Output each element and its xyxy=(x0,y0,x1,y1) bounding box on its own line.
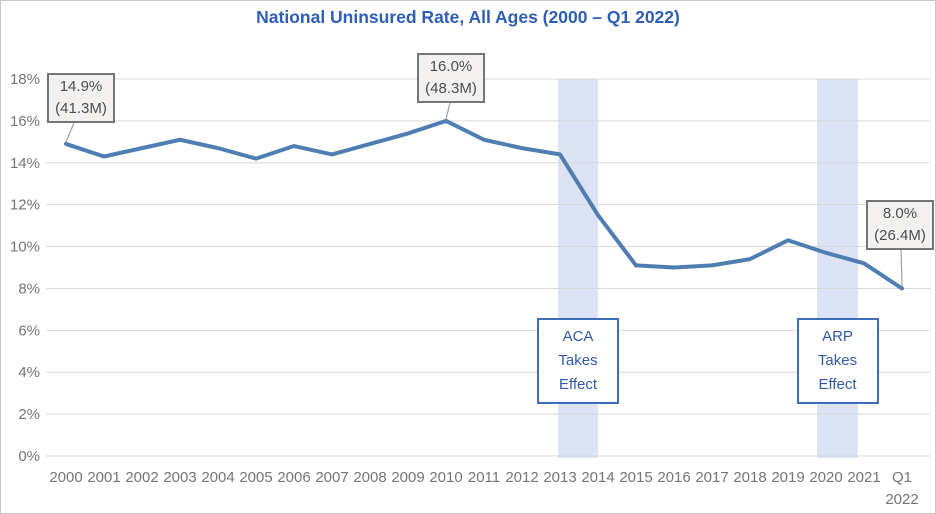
y-tick-label: 8% xyxy=(18,280,40,297)
y-tick-label: 12% xyxy=(10,197,40,214)
x-tick-label: 2000 xyxy=(49,469,82,486)
x-tick-label: 2009 xyxy=(391,469,424,486)
annotation-2000-count: (41.3M) xyxy=(55,100,107,117)
y-tick-label: 4% xyxy=(18,364,40,381)
x-tick-label: 2017 xyxy=(695,469,728,486)
event-box-aca-line3: Effect xyxy=(558,376,598,393)
x-tick-label: 2002 xyxy=(125,469,158,486)
x-tick-label: 2004 xyxy=(201,469,234,486)
event-box-arp-line3: Effect xyxy=(818,376,857,393)
y-tick-label: 16% xyxy=(10,113,40,130)
x-tick-label: 2011 xyxy=(468,469,500,486)
x-tick-label: 2006 xyxy=(277,469,310,486)
series-line xyxy=(64,118,904,291)
x-tick-label: 2018 xyxy=(733,469,766,486)
x-tick-label: 2020 xyxy=(809,469,842,486)
y-tick-label: 14% xyxy=(10,155,40,172)
event-box-arp-line1: ARP xyxy=(822,328,853,345)
annotation-2010: 16.0% (48.3M) xyxy=(417,53,485,103)
x-tick-label: 2005 xyxy=(239,469,272,486)
x-tick-label: Q1 2022 xyxy=(885,469,918,508)
y-tick-label: 18% xyxy=(10,71,40,88)
annotation-2010-count: (48.3M) xyxy=(425,80,477,97)
annotation-q1-2022-count: (26.4M) xyxy=(874,227,926,244)
y-tick-label: 0% xyxy=(18,448,40,465)
x-tick-label: 2001 xyxy=(87,469,120,486)
chart-title: National Uninsured Rate, All Ages (2000 … xyxy=(256,7,680,27)
leader-line xyxy=(900,247,903,287)
annotation-q1-2022: 8.0% (26.4M) xyxy=(866,200,934,250)
event-box-aca-line2: Takes xyxy=(558,352,598,369)
event-box-aca-line1: ACA xyxy=(562,328,594,345)
x-tick-label: 2016 xyxy=(657,469,690,486)
x-tick-label: 2015 xyxy=(619,469,652,486)
x-tick-label: 2007 xyxy=(315,469,348,486)
y-tick-label: 6% xyxy=(18,322,40,339)
x-tick-label: 2019 xyxy=(771,469,804,486)
event-box-arp-line2: Takes xyxy=(817,352,858,369)
y-tick-label: 2% xyxy=(18,406,40,423)
x-tick-label: 2003 xyxy=(163,469,196,486)
annotation-2010-rate: 16.0% xyxy=(429,58,473,75)
y-tick-label: 10% xyxy=(10,239,40,256)
x-tick-label: 2010 xyxy=(429,469,462,486)
leader-line xyxy=(65,122,75,143)
annotation-q1-2022-rate: 8.0% xyxy=(882,205,918,222)
event-box-aca: ACA Takes Effect xyxy=(537,318,619,404)
annotation-2000-rate: 14.9% xyxy=(59,78,103,95)
x-tick-label: 2013 xyxy=(543,469,576,486)
event-box-arp: ARP Takes Effect xyxy=(796,318,879,404)
x-tick-label: 2012 xyxy=(505,469,538,486)
x-tick-label: 2008 xyxy=(353,469,386,486)
x-tick-label: 2014 xyxy=(581,469,614,486)
leader-line xyxy=(445,102,451,120)
annotation-2000: 14.9% (41.3M) xyxy=(47,73,115,123)
x-tick-label: 2021 xyxy=(847,469,880,486)
